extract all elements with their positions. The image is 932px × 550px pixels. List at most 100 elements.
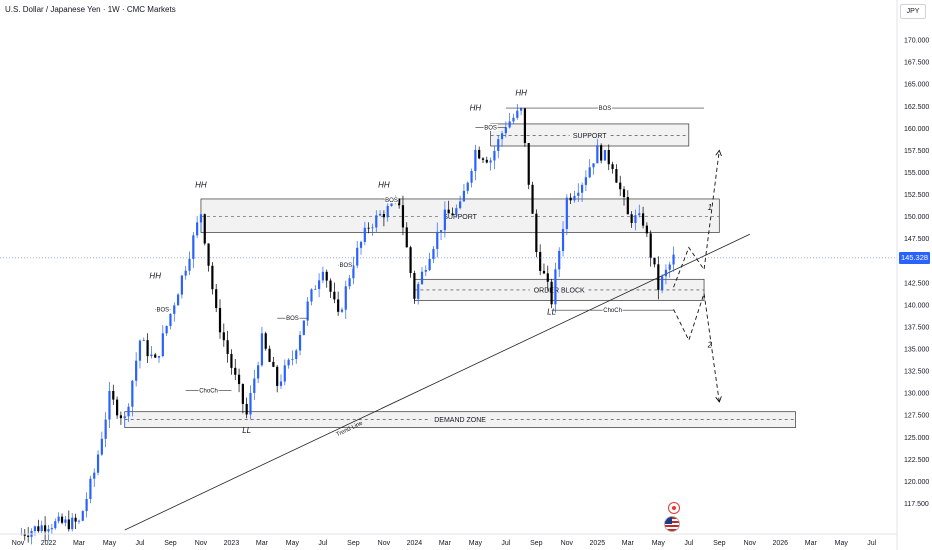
price-tick-label: 125.000 <box>904 435 929 442</box>
time-tick-label: May <box>835 540 849 547</box>
candle-body <box>558 250 561 270</box>
price-tick-label: 127.500 <box>904 413 929 420</box>
candle-body <box>516 110 519 118</box>
candle-body <box>287 359 290 366</box>
candle-body <box>535 213 538 252</box>
candle-body <box>337 299 340 312</box>
price-axis[interactable]: 170.000 167.500 165.000 162.500 160.000 157.5… <box>904 38 929 508</box>
candle-body <box>310 289 313 302</box>
bos-label-bg <box>155 305 170 313</box>
candle-body <box>520 108 523 111</box>
bos-label: BOS <box>286 316 299 322</box>
bos-label-bg <box>285 314 300 322</box>
candle-body <box>50 528 53 530</box>
time-axis[interactable]: Nov 2022 Mar May Jul Sep Nov 2023 Mar May Jul Sep No… <box>12 540 877 547</box>
candle-body <box>580 184 584 193</box>
price-tick-label: 137.500 <box>904 324 929 331</box>
candle-body <box>634 215 637 223</box>
candle-body <box>96 454 100 473</box>
zone-label: SUPPORT <box>443 214 477 221</box>
candle-body <box>295 350 298 360</box>
candle-body <box>359 241 363 248</box>
candle-body <box>550 281 553 305</box>
candle-body <box>302 320 305 335</box>
candle-body <box>60 516 64 523</box>
candle-body <box>57 516 60 522</box>
candle-body <box>44 525 47 532</box>
swing-marker-label: HH <box>195 180 207 189</box>
candle-body <box>626 197 629 215</box>
candle-body <box>329 280 332 292</box>
price-tick-label: 132.500 <box>904 369 929 376</box>
choch-label: ChoCh <box>603 308 622 314</box>
candle-body <box>40 525 43 532</box>
zone-label: SUPPORT <box>573 133 607 140</box>
price-tick-label: 120.000 <box>904 479 929 486</box>
swing-marker-label: HH <box>378 180 390 189</box>
candle-body <box>47 529 50 532</box>
time-tick-label: 2023 <box>224 540 240 547</box>
price-tick-label: 130.000 <box>904 391 929 398</box>
price-tick-label: 147.500 <box>904 236 929 243</box>
candle-body <box>657 264 660 290</box>
candle-body <box>325 271 328 281</box>
candle-body <box>409 247 412 273</box>
time-tick-label: Sep <box>347 540 360 547</box>
choch-label-bg <box>602 306 623 314</box>
bos-label: BOS <box>599 106 612 112</box>
time-tick-label: 2026 <box>772 540 788 547</box>
candle-body <box>218 307 222 333</box>
candle-body <box>504 127 507 134</box>
economic-event-icon[interactable] <box>668 502 680 514</box>
bos-label-bg <box>338 261 353 269</box>
time-tick-label: Mar <box>256 540 269 547</box>
candle-body <box>455 208 458 215</box>
time-tick-label: Nov <box>378 540 391 547</box>
candle-body <box>249 392 252 415</box>
candle-body <box>184 270 187 276</box>
candle-body <box>192 235 195 259</box>
candle-body <box>23 533 26 536</box>
candle-body <box>173 305 176 314</box>
candle-body <box>565 197 568 230</box>
candle-body <box>470 171 473 183</box>
time-tick-label: Nov <box>195 540 208 547</box>
projection-path <box>673 150 720 288</box>
candle-body <box>123 416 126 419</box>
price-tick-label: 155.000 <box>904 170 929 177</box>
candle-body <box>405 227 408 248</box>
candle-body <box>424 270 427 272</box>
candle-body <box>485 159 488 163</box>
candle-body <box>241 384 244 404</box>
swing-marker-label: HH <box>515 89 527 98</box>
candle-body <box>33 526 37 531</box>
candle-body <box>54 521 57 529</box>
bos-label-bg <box>597 104 612 112</box>
candle-body <box>27 535 30 537</box>
time-tick-label: Sep <box>530 540 543 547</box>
zone-label-bg <box>440 212 481 222</box>
candle-body <box>432 248 435 259</box>
candle-body <box>226 340 229 355</box>
currency-button[interactable]: JPY <box>900 4 926 19</box>
candle-body <box>401 205 405 228</box>
structure-lines-layer: BOS BOS BOS BOS BOS BOS ChoCh ChoCh <box>0 104 897 395</box>
candle-body <box>420 271 424 285</box>
candle-body <box>508 121 511 128</box>
candle-body <box>371 227 374 229</box>
candle-body <box>321 271 325 281</box>
price-tick-label: 117.500 <box>904 501 929 508</box>
price-tick-label: 150.000 <box>904 214 929 221</box>
zone-label: ORDER BLOCK <box>534 287 585 294</box>
price-tick-label: 157.500 <box>904 148 929 155</box>
choch-label-bg <box>198 387 219 395</box>
candle-body <box>237 374 241 385</box>
us-flag-icon[interactable] <box>664 516 680 532</box>
candle-body <box>439 230 443 232</box>
price-tick-label: 135.000 <box>904 347 929 354</box>
candle-body <box>493 150 496 161</box>
candle-body <box>622 189 626 198</box>
candle-body <box>474 149 477 172</box>
candle-body <box>180 275 183 295</box>
